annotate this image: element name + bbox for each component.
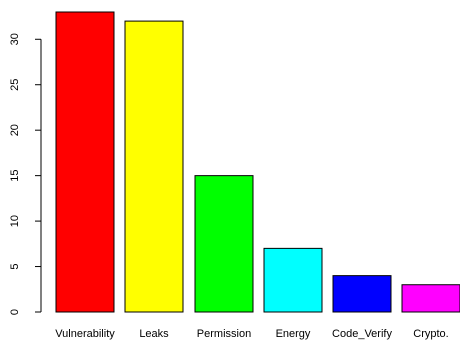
bar-permission: [194, 175, 254, 313]
x-category-label: Code_Verify: [332, 328, 392, 340]
x-category-label: Crypto.: [413, 328, 448, 340]
bar-leaks: [124, 20, 184, 313]
bar-energy: [263, 247, 323, 313]
bar-vulnerability: [55, 11, 115, 313]
y-tick-label: 5: [9, 263, 21, 269]
bars: [55, 11, 460, 313]
bar-crypto: [401, 284, 460, 313]
y-tick-label: 15: [9, 170, 21, 182]
y-tick-label: 20: [9, 124, 21, 136]
x-category-label: Leaks: [139, 328, 169, 340]
x-axis-labels: Vulnerability Leaks Permission Energy Code_V…: [55, 328, 448, 340]
y-tick-label: 30: [9, 33, 21, 45]
y-tick-label: 0: [9, 309, 21, 315]
y-tick-label: 25: [9, 79, 21, 91]
bar-code-verify: [332, 275, 392, 313]
x-category-label: Permission: [197, 328, 251, 340]
y-axis: 0 5 10 15 20 25 30: [9, 33, 42, 315]
x-category-label: Energy: [276, 328, 311, 340]
x-category-label: Vulnerability: [55, 328, 115, 340]
y-tick-label: 10: [9, 215, 21, 227]
